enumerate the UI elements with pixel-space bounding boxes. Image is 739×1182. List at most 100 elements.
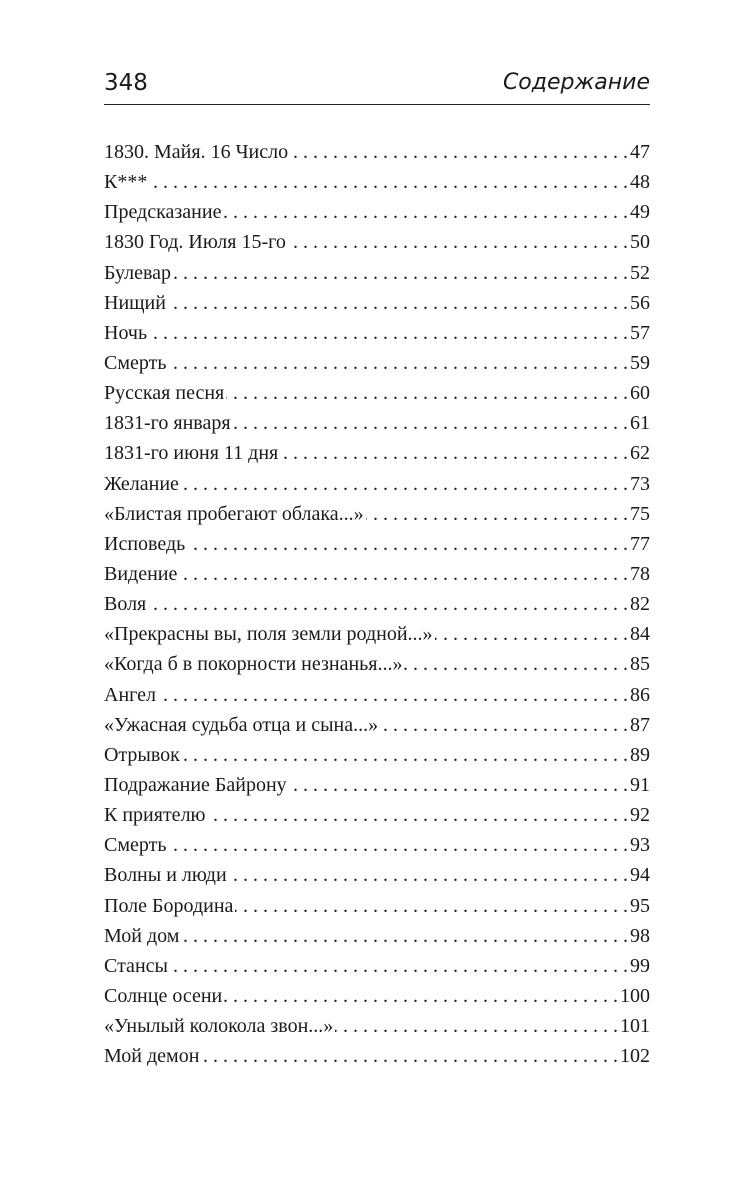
dot-leader bbox=[366, 499, 628, 529]
toc-entry-title: 1830 Год. Июля 15-го bbox=[104, 231, 286, 254]
dot-leader bbox=[158, 680, 628, 710]
dot-leader bbox=[207, 800, 628, 830]
toc-entry: 1831-го июня 11 дня 62 bbox=[104, 438, 650, 468]
dot-leader bbox=[170, 951, 628, 981]
dot-leader bbox=[187, 529, 628, 559]
toc-entry: Нищий 56 bbox=[104, 288, 650, 318]
dot-leader bbox=[380, 710, 628, 740]
dot-leader bbox=[148, 589, 628, 619]
toc-entry-page: 50 bbox=[630, 231, 650, 254]
toc-entry: 1830 Год. Июля 15-го 50 bbox=[104, 227, 650, 257]
dot-leader bbox=[181, 469, 628, 499]
section-title: Содержание bbox=[502, 70, 650, 95]
toc-entry: Булевар 52 bbox=[104, 258, 650, 288]
toc-entry: Видение 78 bbox=[104, 559, 650, 589]
toc-entry-title: К*** bbox=[104, 171, 148, 194]
dot-leader bbox=[179, 559, 628, 589]
dot-leader bbox=[235, 891, 628, 921]
toc-entry: «Когда б в покорности незнанья...» 85 bbox=[104, 649, 650, 679]
toc-entry-page: 82 bbox=[630, 593, 650, 616]
toc-entry-title: «Прекрасны вы, поля земли родной...» bbox=[104, 623, 433, 646]
toc-entry: Солнце осени 100 bbox=[104, 981, 650, 1011]
toc-entry-page: 85 bbox=[630, 653, 650, 676]
toc-entry-title: Поле Бородина bbox=[104, 894, 234, 917]
toc-entry: Русская песня 60 bbox=[104, 378, 650, 408]
toc-entry-title: Булевар bbox=[104, 261, 172, 284]
toc-entry: Поле Бородина 95 bbox=[104, 891, 650, 921]
toc-entry: Воля 82 bbox=[104, 589, 650, 619]
toc-entry: «Ужасная судьба отца и сына...» 87 bbox=[104, 710, 650, 740]
toc-entry-page: 101 bbox=[620, 1015, 650, 1038]
toc-entry: Желание 73 bbox=[104, 469, 650, 499]
toc-entry-title: Смерть bbox=[104, 351, 167, 374]
toc-entry-title: К приятелю bbox=[104, 804, 206, 827]
toc-entry-page: 61 bbox=[630, 412, 650, 435]
toc-entry-title: 1831-го января bbox=[104, 412, 231, 435]
table-of-contents: 1830. Майя. 16 Число 47 К*** 48 Предсказание… bbox=[104, 137, 650, 1071]
toc-entry: «Прекрасны вы, поля земли родной...» 84 bbox=[104, 619, 650, 649]
toc-entry: Смерть 93 bbox=[104, 830, 650, 860]
toc-entry: Смерть 59 bbox=[104, 348, 650, 378]
toc-entry-page: 60 bbox=[630, 382, 650, 405]
toc-entry: К*** 48 bbox=[104, 167, 650, 197]
toc-entry-title: Ангел bbox=[104, 683, 156, 706]
toc-entry-page: 57 bbox=[630, 321, 650, 344]
toc-entry: Ночь 57 bbox=[104, 318, 650, 348]
dot-leader bbox=[168, 348, 628, 378]
toc-entry-title: Видение bbox=[104, 562, 178, 585]
toc-entry: Мой демон 102 bbox=[104, 1041, 650, 1071]
toc-entry-title: 1831-го июня 11 дня bbox=[104, 442, 279, 465]
toc-entry-title: Волны и люди bbox=[104, 864, 227, 887]
toc-entry-title: Предсказание bbox=[104, 201, 222, 224]
dot-leader bbox=[149, 318, 628, 348]
toc-entry-page: 89 bbox=[630, 743, 650, 766]
dot-leader bbox=[335, 1011, 618, 1041]
toc-entry-title: Стансы bbox=[104, 954, 168, 977]
page-number: 348 bbox=[104, 70, 148, 96]
toc-entry: «Блистая пробегают облака...» 75 bbox=[104, 499, 650, 529]
dot-leader bbox=[290, 137, 628, 167]
dot-leader bbox=[181, 921, 628, 951]
toc-entry-page: 87 bbox=[630, 713, 650, 736]
toc-entry: Стансы 99 bbox=[104, 951, 650, 981]
toc-entry: «Унылый колокола звон...» 101 bbox=[104, 1011, 650, 1041]
toc-entry-title: Воля bbox=[104, 593, 147, 616]
toc-entry: Исповедь 77 bbox=[104, 529, 650, 559]
toc-entry-page: 52 bbox=[630, 261, 650, 284]
toc-entry-page: 73 bbox=[630, 472, 650, 495]
dot-leader bbox=[233, 408, 628, 438]
toc-entry: Отрывок 89 bbox=[104, 740, 650, 770]
toc-entry-title: Исповедь bbox=[104, 532, 186, 555]
dot-leader bbox=[226, 378, 628, 408]
running-header: 348 Содержание bbox=[104, 66, 650, 105]
toc-entry-title: Солнце осени bbox=[104, 984, 223, 1007]
dot-leader bbox=[182, 740, 628, 770]
dot-leader bbox=[201, 1041, 618, 1071]
toc-entry-page: 48 bbox=[630, 171, 650, 194]
toc-entry-page: 86 bbox=[630, 683, 650, 706]
toc-entry-page: 47 bbox=[630, 141, 650, 163]
toc-entry-page: 77 bbox=[630, 532, 650, 555]
dot-leader bbox=[168, 288, 628, 318]
dot-leader bbox=[149, 167, 628, 197]
toc-entry-page: 84 bbox=[630, 623, 650, 646]
toc-entry: Ангел 86 bbox=[104, 680, 650, 710]
toc-entry: Волны и люди 94 bbox=[104, 860, 650, 890]
toc-entry: Предсказание 49 bbox=[104, 197, 650, 227]
toc-entry-page: 78 bbox=[630, 562, 650, 585]
toc-entry-page: 91 bbox=[630, 773, 650, 796]
toc-entry-page: 95 bbox=[630, 894, 650, 917]
dot-leader bbox=[168, 830, 628, 860]
toc-entry-title: Ночь bbox=[104, 321, 148, 344]
toc-entry-title: Мой демон bbox=[104, 1045, 200, 1068]
dot-leader bbox=[223, 197, 628, 227]
toc-entry-title: «Унылый колокола звон...» bbox=[104, 1015, 334, 1038]
toc-entry-title: Желание bbox=[104, 472, 179, 495]
toc-entry: Подражание Байрону 91 bbox=[104, 770, 650, 800]
toc-entry-page: 49 bbox=[630, 201, 650, 224]
toc-entry-page: 62 bbox=[630, 442, 650, 465]
dot-leader bbox=[404, 649, 628, 679]
toc-entry-title: Мой дом bbox=[104, 924, 180, 947]
dot-leader bbox=[435, 619, 628, 649]
toc-entry: 1830. Майя. 16 Число 47 bbox=[104, 137, 650, 167]
